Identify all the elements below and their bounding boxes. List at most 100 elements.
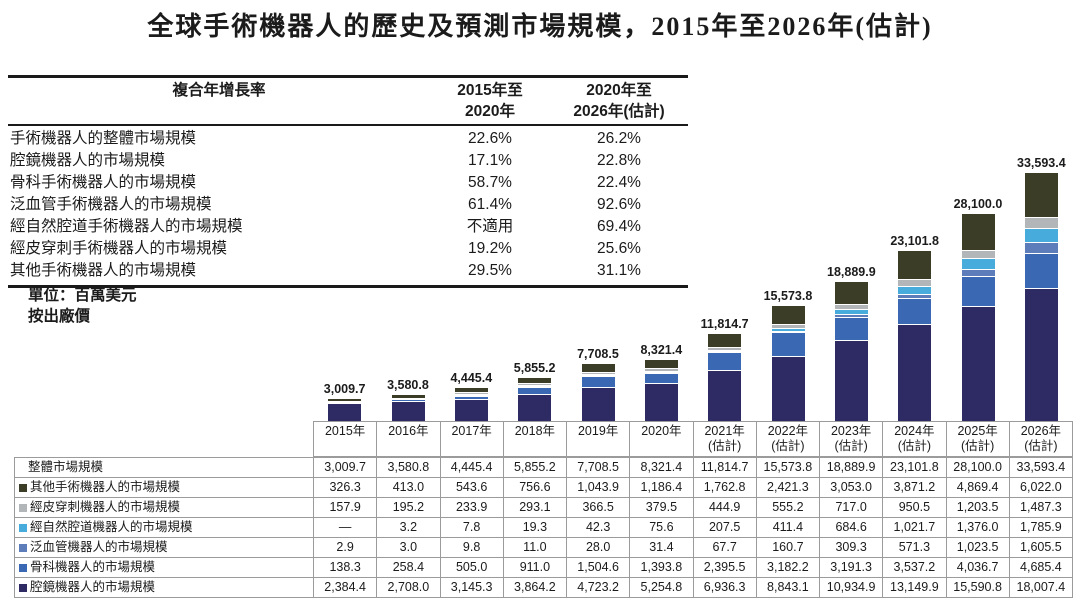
unit-notes: 單位：百萬美元 按出廠價 bbox=[28, 285, 137, 327]
table-value-cell: 379.5 bbox=[630, 498, 693, 517]
bar-segment bbox=[391, 400, 425, 421]
table-value-cell: 2,384.4 bbox=[314, 578, 377, 597]
table-value-cell: 3,537.2 bbox=[883, 558, 946, 577]
year-estimate-label: (估計) bbox=[834, 439, 868, 453]
table-row-label-text: 經自然腔道機器人的市場規模 bbox=[30, 520, 193, 534]
bar-stack-2022年 bbox=[771, 306, 805, 421]
bar-segment bbox=[961, 258, 995, 269]
table-value-cell: 8,843.1 bbox=[756, 578, 819, 597]
table-value-cell: 543.6 bbox=[440, 478, 503, 497]
bar-segment bbox=[834, 340, 868, 421]
bar-total-label: 8,321.4 bbox=[640, 342, 683, 357]
bar-stack-2021年 bbox=[708, 333, 742, 421]
bar-stack-2020年 bbox=[644, 359, 678, 421]
cagr-value-2020-2026: 22.8% bbox=[597, 152, 641, 169]
table-value-cell: 2,395.5 bbox=[693, 558, 756, 577]
table-value-cell: 1,023.5 bbox=[946, 538, 1009, 557]
table-value-cell: 19.3 bbox=[503, 518, 566, 537]
table-value-cell: 4,723.2 bbox=[567, 578, 630, 597]
cagr-row-label: 泛血管手術機器人的市場規模 bbox=[10, 196, 212, 213]
bar-segment bbox=[708, 351, 742, 353]
legend-square bbox=[19, 543, 27, 552]
bar-segment bbox=[328, 398, 362, 402]
legend-square bbox=[19, 523, 27, 532]
cagr-row: 經皮穿刺手術機器人的市場規模 19.2% 25.6% bbox=[8, 238, 688, 260]
bar-segment bbox=[581, 364, 615, 372]
year-cell: 2023年 (估計) bbox=[820, 422, 883, 456]
table-value-cell: 31.4 bbox=[630, 538, 693, 557]
bar-segment bbox=[834, 309, 868, 315]
unit-note-currency: 單位：百萬美元 bbox=[28, 287, 137, 304]
bar-segment bbox=[581, 371, 615, 375]
table-value-cell: 3,182.2 bbox=[756, 558, 819, 577]
table-row-label: 整體市場規模 bbox=[15, 458, 313, 477]
table-value-cell: 28,100.0 bbox=[946, 458, 1009, 477]
bar-segment bbox=[961, 249, 995, 259]
bar-segment bbox=[1024, 217, 1058, 229]
bar-segment bbox=[518, 385, 552, 387]
table-value-cell: 1,393.8 bbox=[630, 558, 693, 577]
bar-segment bbox=[834, 316, 868, 341]
table-value-cell: 3,053.0 bbox=[820, 478, 883, 497]
cagr-row-label: 手術機器人的整體市場規模 bbox=[10, 130, 197, 147]
table-row-label: 其他手術機器人的市場規模 bbox=[15, 478, 313, 497]
bar-segment bbox=[644, 368, 678, 371]
bar-total-label: 3,580.8 bbox=[387, 377, 429, 392]
legend-square bbox=[19, 503, 27, 512]
bar-total-label: 18,889.9 bbox=[827, 264, 876, 279]
bar-total-label: 33,593.4 bbox=[1017, 156, 1066, 170]
cagr-table-body: 手術機器人的整體市場規模 22.6% 26.2% 腔鏡機器人的市場規模 17.1% 22.… bbox=[8, 126, 688, 288]
table-value-cell: 2,421.3 bbox=[756, 478, 819, 497]
table-value-cell: 75.6 bbox=[630, 518, 693, 537]
table-value-cell: 4,869.4 bbox=[946, 478, 1009, 497]
bar-stack-2019年 bbox=[581, 364, 615, 421]
table-value-cell: 160.7 bbox=[756, 538, 819, 557]
bar-total-label: 15,573.8 bbox=[763, 289, 813, 303]
table-value-cell: 10,934.9 bbox=[820, 578, 883, 597]
cagr-value-2020-2026: 26.2% bbox=[597, 130, 641, 147]
cagr-table-header: 複合年增長率 2015年至 2020年 2020年至 2026年(估計) bbox=[8, 75, 688, 126]
bar-stack-2015年 bbox=[328, 398, 362, 421]
year-label: 2025年 bbox=[957, 424, 998, 438]
table-value-cell: 1,043.9 bbox=[567, 478, 630, 497]
table-value-cell: 9.8 bbox=[440, 538, 503, 557]
cagr-header-label: 複合年增長率 bbox=[172, 82, 266, 99]
table-value-cell: 756.6 bbox=[503, 478, 566, 497]
table-value-cell: — bbox=[314, 518, 377, 537]
table-value-cell: 1,605.5 bbox=[1009, 538, 1072, 557]
legend-square bbox=[19, 583, 27, 592]
table-value-cell: 18,889.9 bbox=[820, 458, 883, 477]
table-value-cell: 195.2 bbox=[377, 498, 440, 517]
table-value-cell: 4,445.4 bbox=[440, 458, 503, 477]
table-value-cell: 3,191.3 bbox=[820, 558, 883, 577]
year-label: 2024年 bbox=[894, 424, 935, 438]
bar-segment bbox=[834, 281, 868, 305]
bar-total-label: 5,855.2 bbox=[513, 360, 556, 375]
bar-segment bbox=[708, 346, 742, 350]
bar-segment bbox=[898, 250, 932, 280]
table-value-cell: 911.0 bbox=[503, 558, 566, 577]
bar-segment bbox=[518, 393, 552, 421]
bar-stack-2017年 bbox=[454, 388, 488, 421]
bar-segment bbox=[961, 305, 995, 421]
cagr-value-2015-2020: 17.1% bbox=[468, 152, 512, 169]
year-label: 2016年 bbox=[388, 424, 429, 438]
cagr-value-2020-2026: 22.4% bbox=[597, 174, 641, 191]
cagr-row-label: 經皮穿刺手術機器人的市場規模 bbox=[10, 240, 228, 257]
year-label: 2026年 bbox=[1020, 424, 1062, 438]
year-label: 2021年 bbox=[704, 424, 745, 438]
bar-stack-2025年 bbox=[961, 213, 995, 421]
table-value-cell: 3,864.2 bbox=[503, 578, 566, 597]
cagr-value-2015-2020: 19.2% bbox=[468, 240, 512, 257]
year-label: 2015年 bbox=[324, 424, 366, 438]
legend-square bbox=[19, 483, 27, 492]
cagr-row: 手術機器人的整體市場規模 22.6% 26.2% bbox=[8, 128, 688, 150]
cagr-table: 複合年增長率 2015年至 2020年 2020年至 2026年(估計) 手術機… bbox=[8, 75, 688, 288]
table-value-cell: 555.2 bbox=[756, 498, 819, 517]
legend-square bbox=[19, 563, 27, 572]
market-size-data-table: 整體市場規模 3,009.7 3,580.8 4,445.4 5,855.2 7,708.… bbox=[14, 457, 1073, 598]
bar-segment bbox=[454, 388, 488, 392]
bar-segment bbox=[898, 297, 932, 324]
bar-segment bbox=[834, 314, 868, 317]
bar-segment bbox=[961, 268, 995, 277]
